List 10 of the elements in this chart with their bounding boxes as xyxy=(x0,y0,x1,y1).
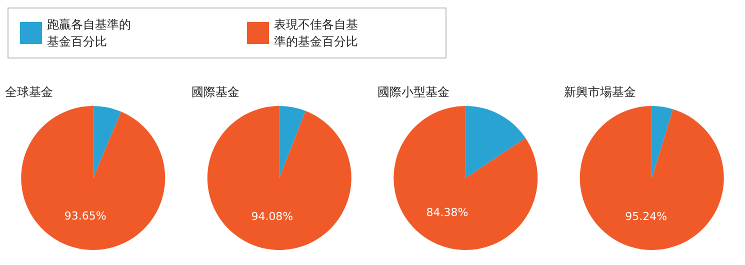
data-label: 95.24% xyxy=(625,210,668,224)
data-label: 94.08% xyxy=(251,210,294,223)
slice-label: 國際基金 xyxy=(191,85,240,99)
legend-label: 跑贏各自基準的基金百分比 xyxy=(47,18,131,48)
data-label: 93.65% xyxy=(64,210,106,223)
slice-label: 全球基金 xyxy=(5,85,53,99)
slice-label: 新興市場基金 xyxy=(564,85,636,99)
legend-label: 表現不佳各自基準的基金百分比 xyxy=(274,18,358,48)
slice-label: 國際小型基金 xyxy=(378,85,450,99)
data-label: 84.38% xyxy=(426,206,468,219)
